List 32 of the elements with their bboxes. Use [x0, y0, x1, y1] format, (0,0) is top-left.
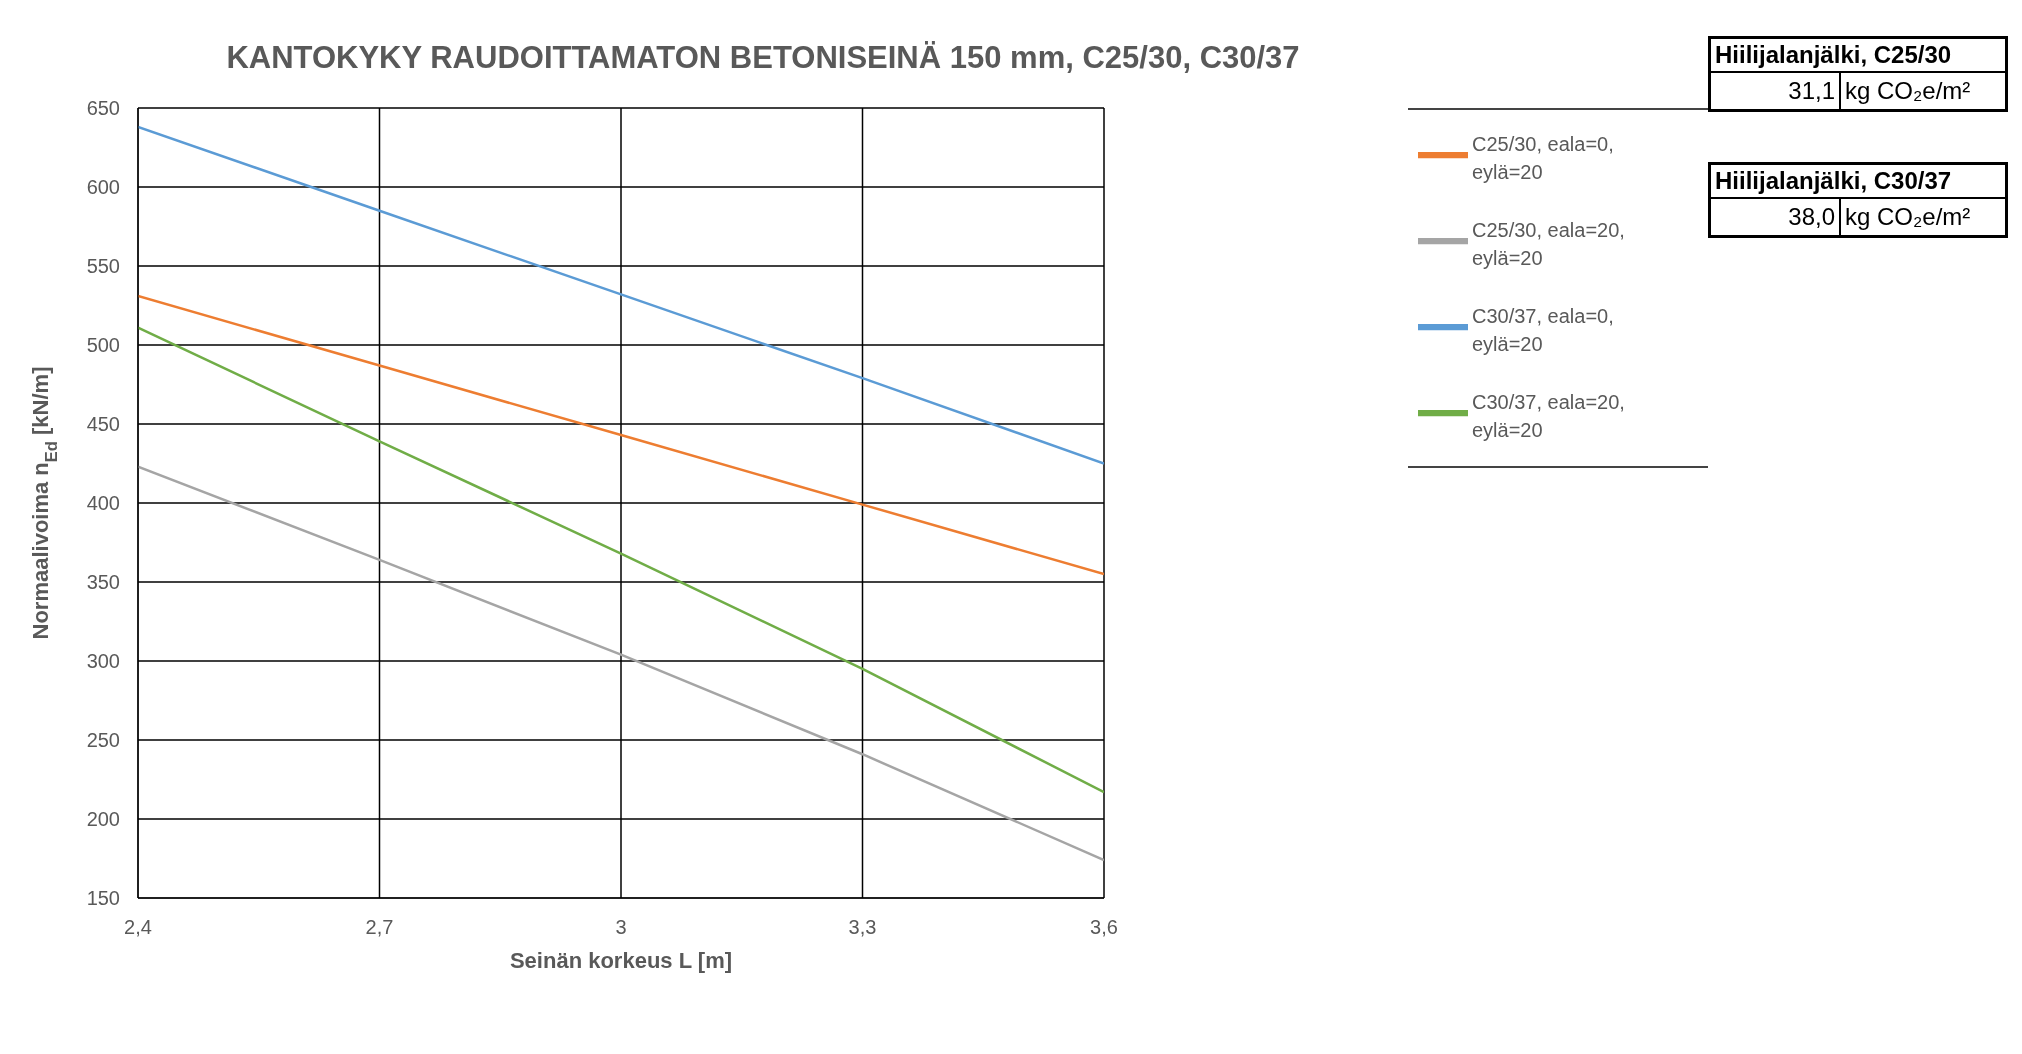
text: Hiilijalanjälki, C30/37 [1709, 163, 2007, 198]
legend-label: C30/37, eala=20, eylä=20 [1472, 390, 1626, 443]
y-tick-label: 550 [86, 255, 120, 278]
y-tick-label: 500 [86, 334, 120, 357]
x-tick-label: 3,3 [848, 916, 877, 939]
y-tick-label: 300 [86, 650, 120, 673]
text: Hiilijalanjälki, C25/30 [1709, 37, 2007, 72]
y-tick-label: 200 [86, 808, 120, 831]
line-series [138, 465, 1104, 862]
x-tick-label: 3 [615, 916, 627, 939]
line-series [138, 294, 1104, 576]
y-tick-label: 400 [86, 492, 120, 515]
line-series [138, 125, 1104, 465]
y-tick-label: 350 [86, 571, 120, 594]
text: 31,1 [1709, 72, 1840, 111]
x-tick-label: 2,7 [365, 916, 394, 939]
y-tick-label: 450 [86, 413, 120, 436]
line-series [138, 326, 1104, 794]
legend-label: C30/37, eala=0, eylä=20 [1472, 304, 1615, 357]
chart-title: KANTOKYKY RAUDOITTAMATON BETONISEINÄ 150 mm, C25/30, C30/37 [225, 39, 1301, 77]
legend-label: C25/30, eala=20, eylä=20 [1472, 218, 1626, 271]
y-tick-label: 150 [86, 887, 120, 910]
text: kg CO₂e/m² [1840, 72, 2007, 111]
x-tick-label: 3,6 [1090, 916, 1118, 939]
legend-label: C25/30, eala=0, eylä=20 [1472, 132, 1615, 185]
y-tick-label: 600 [86, 176, 120, 199]
y-tick-label: 250 [86, 729, 120, 752]
text: kg CO₂e/m² [1840, 198, 2007, 237]
x-tick-label: 2,4 [124, 916, 152, 939]
x-axis-title: Seinän korkeus L [m] [509, 948, 733, 973]
text: 38,0 [1709, 198, 1840, 237]
y-tick-label: 650 [86, 97, 120, 120]
